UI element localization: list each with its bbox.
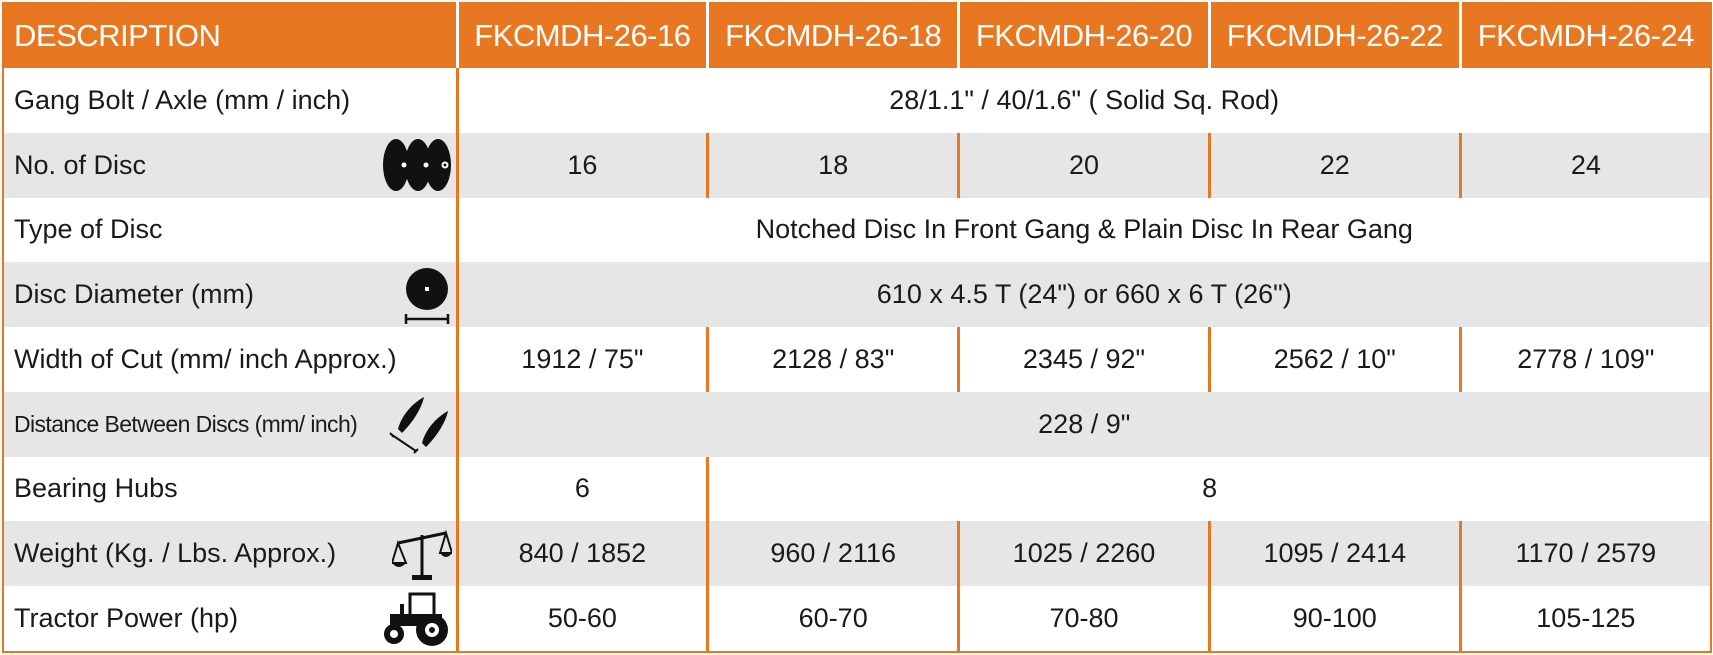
row-label-cell: Tractor Power (hp) — [3, 586, 459, 652]
row-no-of-disc: No. of Disc 16 18 20 22 24 — [3, 132, 1711, 198]
row-label: Distance Between Discs (mm/ inch) — [14, 410, 358, 437]
cell-value: 2345 / 92" — [957, 327, 1210, 392]
cell-value: 2128 / 83" — [706, 327, 959, 392]
row-value: 610 x 4.5 T (24") or 660 x 6 T (26") — [457, 262, 1711, 328]
row-label: Gang Bolt / Axle (mm / inch) — [3, 68, 459, 133]
row-label-cell: Distance Between Discs (mm/ inch) — [3, 391, 459, 457]
row-type-of-disc: Type of Disc Notched Disc In Front Gang … — [3, 197, 1711, 263]
row-label: Tractor Power (hp) — [14, 603, 239, 634]
header-model: FKCMDH-26-18 — [706, 3, 959, 68]
header-model: FKCMDH-26-20 — [957, 3, 1210, 68]
row-label: Bearing Hubs — [3, 456, 459, 522]
cell-value: 1912 / 75" — [457, 327, 708, 392]
row-label-cell: Disc Diameter (mm) — [3, 262, 459, 328]
row-distance-between-discs: Distance Between Discs (mm/ inch) 228 / … — [3, 391, 1711, 457]
row-bearing-hubs: Bearing Hubs 6 8 — [3, 456, 1711, 522]
tractor-icon — [383, 592, 448, 646]
row-label: Width of Cut (mm/ inch Approx.) — [3, 327, 459, 392]
header-model: FKCMDH-26-22 — [1207, 3, 1461, 68]
cell-value: 840 / 1852 — [457, 521, 708, 587]
cell-value: 960 / 2116 — [706, 521, 959, 587]
cell-value: 1095 / 2414 — [1207, 521, 1461, 587]
scale-icon — [391, 529, 452, 580]
row-weight: Weight (Kg. / Lbs. Approx.) 840 / 1852 9… — [3, 521, 1711, 587]
row-label: Type of Disc — [3, 197, 459, 263]
cell-value: 22 — [1207, 132, 1461, 198]
row-label: Disc Diameter (mm) — [14, 279, 254, 310]
row-disc-diameter: Disc Diameter (mm) 610 x 4.5 T (24") or … — [3, 262, 1711, 328]
row-label-cell: Weight (Kg. / Lbs. Approx.) — [3, 521, 459, 587]
discs-icon — [382, 139, 451, 192]
disc-diameter-icon — [404, 267, 449, 324]
row-label-cell: No. of Disc — [3, 132, 459, 198]
cell-value: 50-60 — [457, 586, 708, 652]
cell-value: 90-100 — [1207, 586, 1461, 652]
cell-value: 6 — [457, 456, 708, 522]
cell-value: 70-80 — [957, 586, 1210, 652]
cell-value: 8 — [706, 456, 1711, 522]
header-model: FKCMDH-26-24 — [1458, 3, 1711, 68]
row-tractor-power: Tractor Power (hp) 50-60 60-70 70-80 90-… — [3, 586, 1711, 652]
cell-value: 18 — [706, 132, 959, 198]
cell-value: 105-125 — [1458, 586, 1711, 652]
cell-value: 24 — [1458, 132, 1711, 198]
cell-value: 20 — [957, 132, 1210, 198]
cell-value: 16 — [457, 132, 708, 198]
row-value: Notched Disc In Front Gang & Plain Disc … — [457, 197, 1711, 263]
header-description: DESCRIPTION — [3, 3, 457, 68]
row-value: 228 / 9" — [457, 391, 1711, 457]
row-label: No. of Disc — [14, 149, 147, 180]
header-row: DESCRIPTION FKCMDH-26-16 FKCMDH-26-18 FK… — [3, 3, 1711, 68]
cell-value: 2562 / 10" — [1207, 327, 1461, 392]
row-value: 28/1.1" / 40/1.6" ( Solid Sq. Rod) — [457, 68, 1711, 133]
cell-value: 1170 / 2579 — [1458, 521, 1711, 587]
disc-spacing-icon — [388, 397, 448, 454]
cell-value: 60-70 — [706, 586, 959, 652]
row-width-of-cut: Width of Cut (mm/ inch Approx.) 1912 / 7… — [3, 327, 1711, 392]
cell-value: 1025 / 2260 — [957, 521, 1210, 587]
row-label: Weight (Kg. / Lbs. Approx.) — [14, 538, 337, 569]
header-model: FKCMDH-26-16 — [455, 3, 708, 68]
row-gang-bolt: Gang Bolt / Axle (mm / inch) 28/1.1" / 4… — [3, 68, 1711, 133]
cell-value: 2778 / 109" — [1458, 327, 1711, 392]
